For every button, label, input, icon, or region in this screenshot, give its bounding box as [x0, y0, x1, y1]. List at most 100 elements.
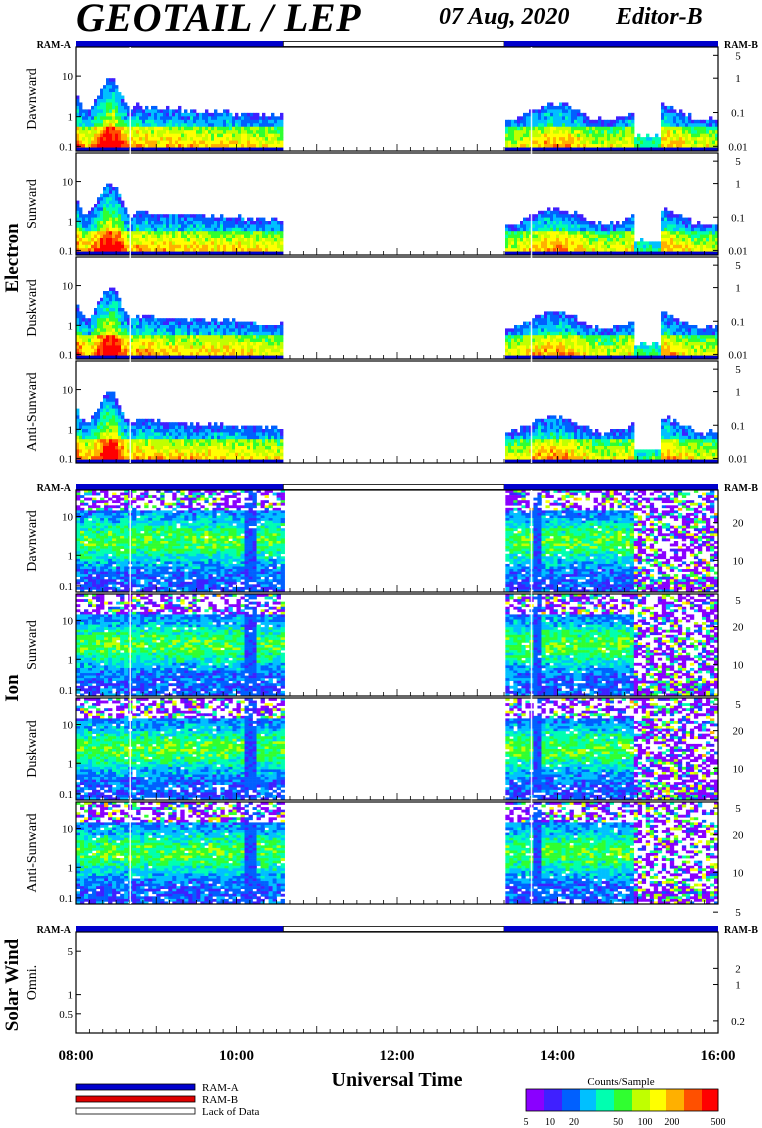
- legend-swatch: [75, 1107, 196, 1115]
- y-tick-label-left: 10: [62, 281, 74, 293]
- y-tick-label-left: 1: [68, 216, 74, 228]
- y-tick-label-left: 1: [68, 550, 74, 562]
- status-label-ram-b: RAM-B: [724, 925, 758, 936]
- panel-label: Anti-Sunward: [25, 372, 40, 451]
- y-tick-label-right: 0.01: [728, 245, 747, 257]
- y-tick-label-left: 0.1: [59, 893, 73, 905]
- panel-label: Sunward: [25, 179, 40, 229]
- panel-label: Duskward: [25, 279, 40, 337]
- status-segment-ram-a: [504, 484, 718, 490]
- spectrogram-panel: Duskward 0.1 1 10 0.01 0.1 1 5: [25, 256, 748, 361]
- data-gap-line: [530, 47, 533, 463]
- x-tick-label: 14:00: [540, 1048, 575, 1064]
- spectrogram-data: [76, 287, 719, 360]
- y-tick-label-left: 1: [68, 320, 74, 332]
- status-label-ram-b: RAM-B: [724, 40, 758, 51]
- spectrogram-panel: Dawnward 0.1 1 10 0.01 0.1 1 5: [25, 46, 748, 153]
- panel-label: Anti-Sunward: [25, 813, 40, 892]
- group-label: Ion: [2, 674, 23, 702]
- y-tick-label-right: 20: [733, 726, 745, 738]
- x-tick-label: 10:00: [219, 1048, 254, 1064]
- colorbar: Counts/Sample 5 10 20 50 100 200 500: [524, 1076, 726, 1128]
- colorbar-tick-label: 500: [711, 1117, 726, 1128]
- colorbar-tick-label: 10: [545, 1117, 555, 1128]
- y-tick-label-left: 0.1: [59, 581, 73, 593]
- status-segment-ram-a: [76, 484, 284, 490]
- y-tick-label-left: 1: [68, 424, 74, 436]
- y-tick-label-right: 20: [733, 518, 745, 530]
- status-segment-ram-a: [76, 41, 284, 47]
- y-tick-label-left: 1: [68, 112, 74, 124]
- spectrogram-panel: Dawnward 0.1 1 10 5 10 20: [25, 489, 745, 607]
- y-tick-label-right: 5: [735, 156, 741, 168]
- y-tick-label-left: 1: [68, 758, 74, 770]
- y-tick-label-left: 0.1: [59, 789, 73, 801]
- colorbar-tick-label: 20: [569, 1117, 579, 1128]
- status-bar: RAM-A RAM-B: [37, 925, 759, 936]
- plot-date: 07 Aug, 2020: [439, 4, 569, 31]
- x-tick-label: 12:00: [380, 1048, 415, 1064]
- y-tick-label-left: 1: [68, 990, 74, 1002]
- y-tick-label-right: 0.1: [731, 316, 745, 328]
- group-label: Electron: [2, 223, 23, 293]
- y-tick-label-left: 10: [62, 512, 74, 524]
- colorbar-tick-label: 5: [524, 1117, 529, 1128]
- y-tick-label-right: 2: [735, 963, 741, 975]
- group-label: Solar Wind: [2, 938, 23, 1031]
- y-tick-label-right: 0.01: [728, 453, 747, 465]
- y-tick-label-right: 1: [735, 283, 741, 295]
- status-label-ram-a: RAM-A: [37, 40, 72, 51]
- spectrogram-data: [76, 802, 719, 905]
- panel-label: Dawnward: [25, 68, 40, 129]
- data-gap-line: [530, 490, 533, 904]
- panel-group-electron: Electron Dawnward 0.1 1 10 0.01 0.1 1 5 Sunward 0.…: [2, 46, 748, 465]
- y-tick-label-right: 5: [735, 595, 741, 607]
- legend-label: RAM-B: [202, 1094, 238, 1106]
- y-tick-label-left: 10: [62, 616, 74, 628]
- y-tick-label-left: 0.1: [59, 245, 73, 257]
- y-tick-label-right: 10: [733, 867, 745, 879]
- spectrogram-data: [76, 594, 719, 697]
- y-tick-label-right: 0.1: [731, 212, 745, 224]
- x-tick-label: 16:00: [701, 1048, 736, 1064]
- y-tick-label-right: 20: [733, 830, 745, 842]
- status-segment-lack-of-data: [282, 926, 505, 932]
- status-segment-ram-a: [504, 926, 718, 932]
- y-tick-label-right: 0.01: [728, 141, 747, 153]
- colorbar-tick-label: 200: [664, 1117, 679, 1128]
- status-segment-lack-of-data: [282, 484, 505, 490]
- legend-swatch: [75, 1083, 196, 1091]
- panel-label: Dawnward: [25, 510, 40, 571]
- spectrogram-data: [76, 391, 719, 464]
- y-tick-label-left: 10: [62, 385, 74, 397]
- status-bar: RAM-A RAM-B: [37, 40, 759, 51]
- spectrogram-data: [76, 183, 719, 256]
- y-tick-label-right: 20: [733, 622, 745, 634]
- colorbar-title: Counts/Sample: [587, 1076, 654, 1088]
- y-tick-label-right: 0.01: [728, 349, 747, 361]
- spectrogram-panel: Omni. 0.5 1 5 0.2 1 2: [25, 931, 745, 1034]
- y-tick-label-right: 5: [735, 803, 741, 815]
- y-tick-label-right: 5: [735, 364, 741, 376]
- y-tick-label-right: 1: [735, 387, 741, 399]
- y-tick-label-right: 10: [733, 555, 745, 567]
- spectrogram-data: [76, 78, 719, 152]
- y-tick-label-left: 10: [62, 720, 74, 732]
- y-tick-label-left: 0.5: [59, 1009, 73, 1021]
- panel-frame: [75, 931, 719, 1034]
- y-tick-label-right: 10: [733, 659, 745, 671]
- x-tick-label: 08:00: [59, 1048, 94, 1064]
- y-tick-label-left: 1: [68, 862, 74, 874]
- y-tick-label-left: 10: [62, 177, 74, 189]
- plot-editor: Editor-B: [616, 4, 703, 31]
- y-tick-label-right: 1: [735, 179, 741, 191]
- status-segment-ram-a: [504, 41, 718, 47]
- y-tick-label-right: 5: [735, 907, 741, 919]
- status-segment-ram-a: [76, 926, 284, 932]
- panel-label: Sunward: [25, 620, 40, 670]
- spectrogram-panel: Anti-Sunward 0.1 1 10 0.01 0.1 1 5: [25, 360, 748, 465]
- y-tick-label-left: 0.1: [59, 453, 73, 465]
- y-tick-label-right: 0.1: [731, 420, 745, 432]
